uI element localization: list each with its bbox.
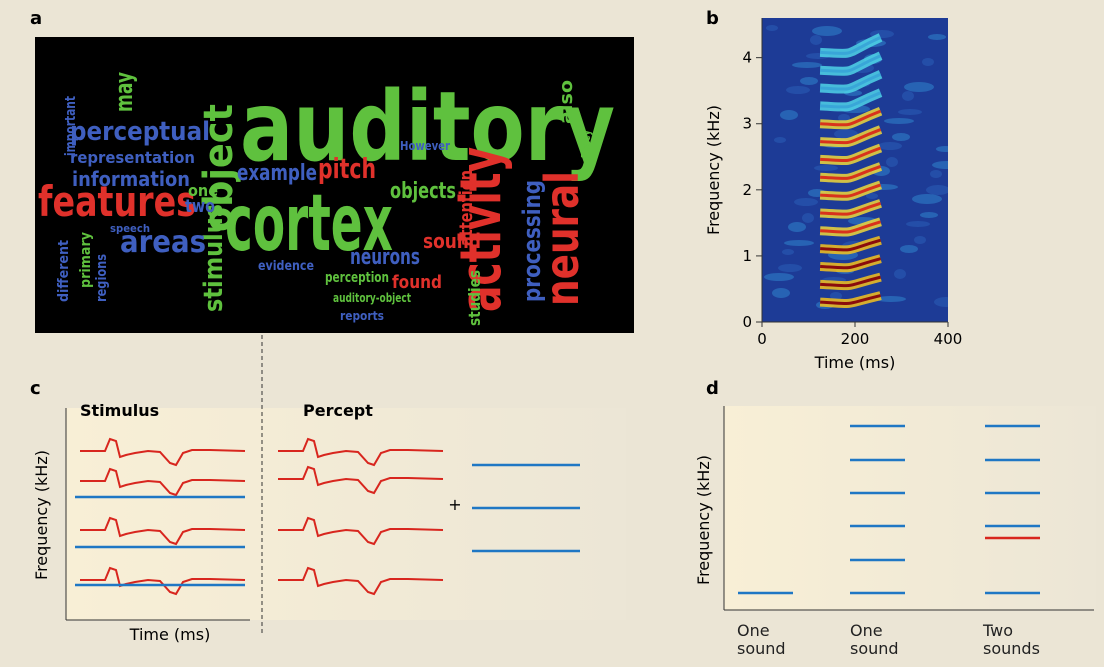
noise [930, 170, 942, 178]
noise [926, 185, 950, 195]
cloud-word: perceptual [70, 117, 210, 147]
y-axis-label: Frequency (kHz) [704, 105, 723, 235]
cloud-word: processing [518, 180, 546, 302]
noise [902, 91, 914, 101]
noise [810, 35, 822, 45]
cloud-word: perception [325, 270, 389, 286]
plus-sign: + [448, 495, 461, 514]
x-tick-label: 200 [841, 330, 870, 348]
cloud-word: important [63, 96, 79, 156]
cloud-word: reports [340, 309, 384, 323]
y-tick-label: 2 [742, 181, 752, 199]
column-title: Stimulus [80, 401, 159, 420]
noise [764, 273, 794, 281]
y-axis-label: Frequency (kHz) [694, 455, 713, 585]
panel-label: d [706, 378, 719, 399]
noise [884, 118, 914, 124]
panel-label: a [30, 8, 42, 29]
noise [814, 165, 838, 171]
x-axis-label: Time (ms) [814, 353, 896, 372]
y-axis-label: Frequency (kHz) [32, 450, 51, 580]
cloud-word: However [400, 139, 450, 153]
category-label: One sound [737, 622, 797, 658]
y-tick-label: 0 [742, 313, 752, 331]
panel-label: b [706, 8, 719, 29]
noise [784, 240, 814, 246]
cloud-word: studies [465, 270, 484, 326]
noise [774, 137, 786, 143]
noise [914, 236, 926, 244]
noise [894, 269, 906, 279]
cloud-word: neurons [350, 245, 420, 270]
cloud-word: one [188, 181, 218, 200]
cloud-word: auditory-object [333, 291, 411, 305]
panel-background [66, 408, 626, 620]
cloud-word: objects [390, 179, 456, 204]
noise [922, 58, 934, 66]
noise [886, 157, 898, 167]
cloud-word: primary [78, 232, 94, 288]
x-axis-label: Time (ms) [129, 625, 211, 644]
cloud-word: regions [94, 254, 110, 302]
noise [812, 26, 842, 36]
noise [802, 213, 814, 223]
noise [772, 288, 790, 298]
noise [934, 297, 958, 307]
category-label: One sound [850, 622, 910, 658]
cloud-word: evidence [258, 259, 314, 274]
noise [792, 62, 822, 68]
noise [786, 86, 810, 94]
cloud-word: may [110, 72, 138, 112]
cloud-word: different [56, 240, 72, 302]
noise [788, 222, 806, 232]
y-tick-label: 3 [742, 115, 752, 133]
x-tick-label: 400 [934, 330, 963, 348]
cloud-word: representation [70, 148, 195, 167]
noise [920, 212, 938, 218]
y-tick-label: 4 [742, 49, 752, 67]
noise [878, 142, 902, 150]
noise [780, 110, 798, 120]
figure-canvas: a auditorycortexactivityneuralfeaturesob… [0, 0, 1104, 663]
panel-label: c [30, 378, 41, 399]
x-tick-label: 0 [757, 330, 767, 348]
spectrogram [762, 18, 962, 322]
noise [800, 77, 818, 85]
cloud-word: pitch [318, 152, 376, 185]
noise [892, 133, 910, 141]
noise [904, 82, 934, 92]
cloud-word: also [556, 80, 577, 124]
column-title: Percept [303, 401, 373, 420]
category-label: Two sounds [983, 622, 1043, 658]
noise [906, 221, 930, 227]
noise [778, 264, 802, 272]
figure: a auditorycortexactivityneuralfeaturesob… [0, 0, 1104, 663]
noise [936, 146, 954, 152]
panel-background [724, 406, 1096, 610]
cloud-word: example [237, 161, 317, 186]
noise [928, 34, 946, 40]
noise [782, 249, 794, 255]
noise [912, 194, 942, 204]
y-tick-label: 1 [742, 247, 752, 265]
noise [794, 198, 818, 206]
cloud-word: found [392, 272, 442, 293]
cloud-word: Bizley [579, 130, 593, 158]
noise [900, 245, 918, 253]
noise [898, 109, 922, 115]
noise [766, 25, 778, 31]
noise [932, 161, 962, 169]
cloud-word: sound [423, 229, 481, 253]
cloud-word: speech [110, 222, 150, 235]
cloud-word: information [72, 167, 190, 191]
